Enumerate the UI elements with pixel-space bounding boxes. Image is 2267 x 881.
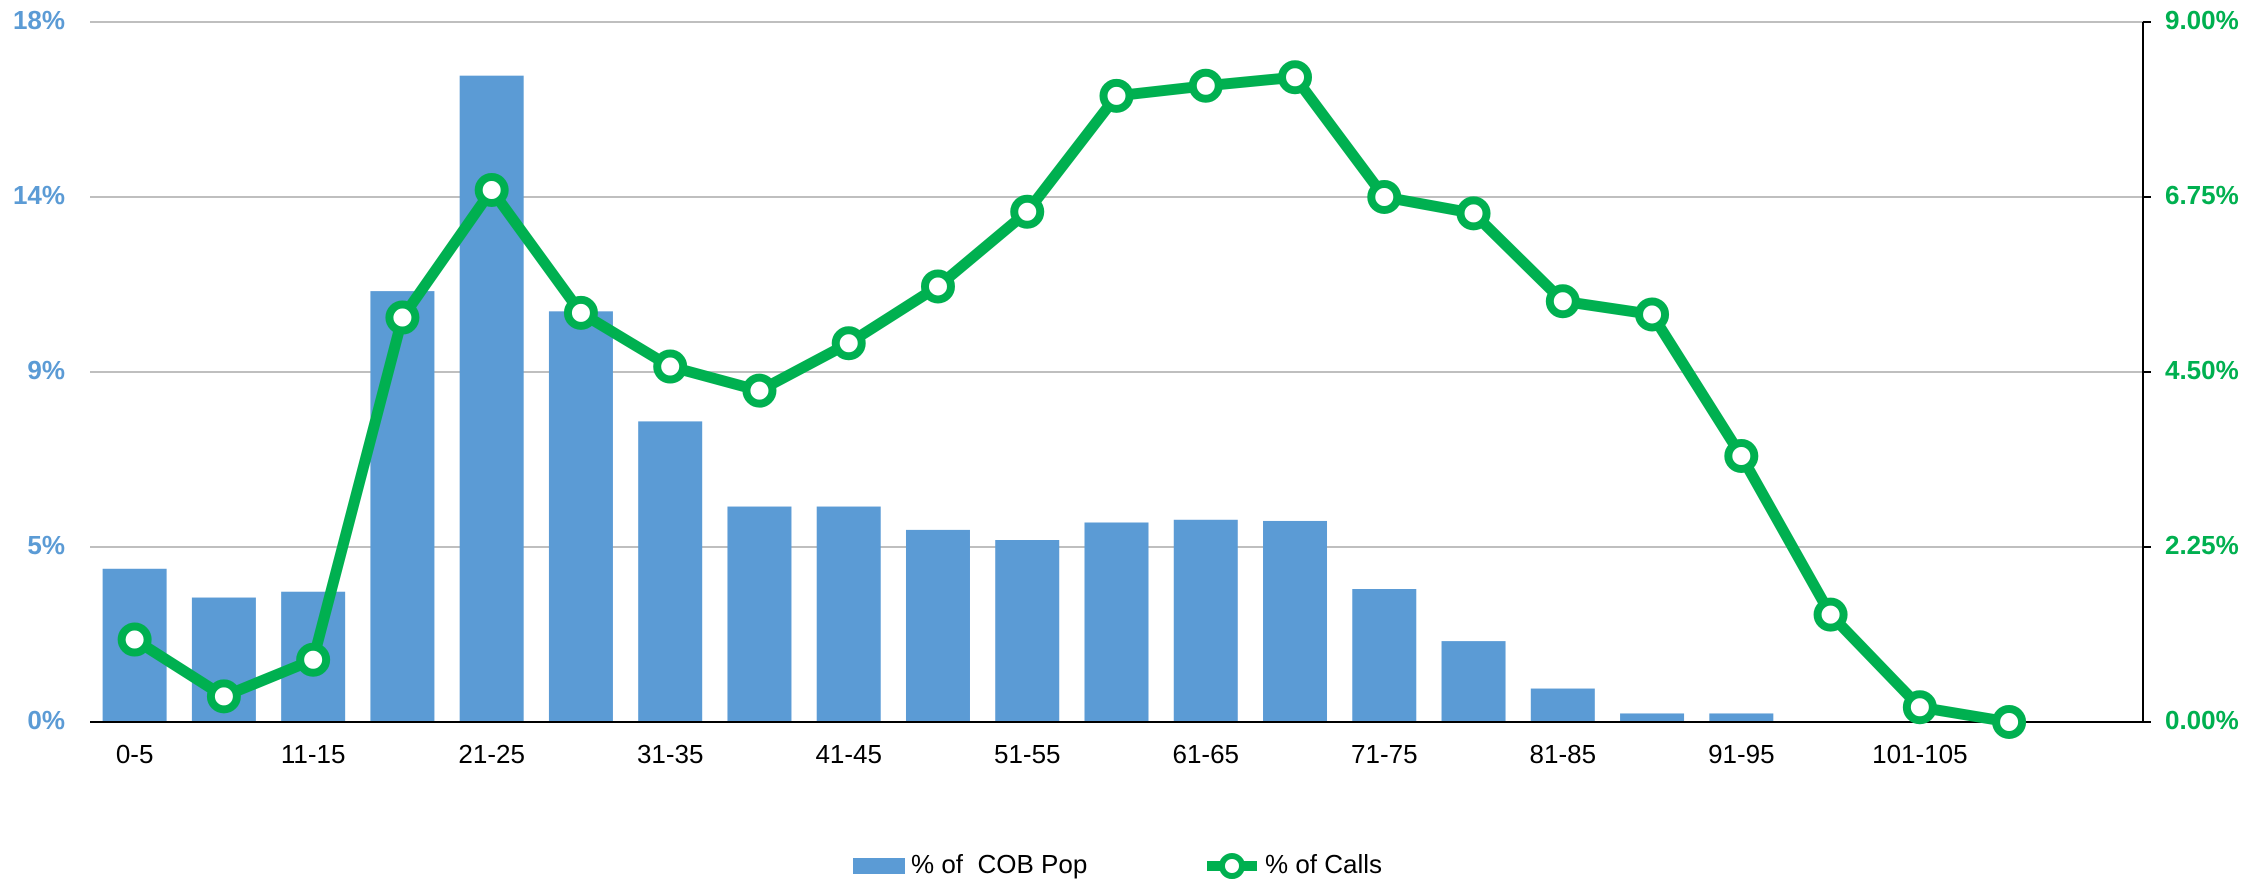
y2-tick-label: 4.50% (2165, 355, 2239, 385)
bar (1173, 519, 1238, 722)
x-tick-label: 31-35 (637, 739, 704, 769)
line-marker (1188, 68, 1223, 103)
x-tick-label: 51-55 (994, 739, 1061, 769)
bar (816, 506, 881, 722)
x-tick-label: 21-25 (458, 739, 525, 769)
legend-label: % of COB Pop (911, 849, 1087, 879)
bar (638, 421, 703, 722)
legend-marker (1219, 853, 1245, 879)
line-marker (1367, 180, 1402, 214)
bar (1709, 713, 1774, 722)
line-marker (1010, 194, 1045, 229)
bar (1352, 589, 1417, 722)
line-marker (653, 349, 688, 384)
y-tick-label: 9% (27, 355, 65, 385)
y2-tick-label: 2.25% (2165, 530, 2239, 560)
bar (905, 529, 970, 722)
x-tick-label: 81-85 (1530, 739, 1597, 769)
y-tick-label: 5% (27, 530, 65, 560)
bar (1620, 713, 1685, 722)
legend-label: % of Calls (1265, 849, 1382, 879)
x-tick-label: 0-5 (116, 739, 154, 769)
y-tick-label: 0% (27, 705, 65, 735)
bar (459, 75, 524, 722)
bar (1530, 688, 1595, 722)
y2-tick-label: 9.00% (2165, 5, 2239, 35)
line-marker (920, 269, 955, 304)
line-marker (1902, 690, 1937, 725)
bar (727, 506, 792, 722)
line-marker (1724, 439, 1759, 473)
legend-swatch (853, 858, 905, 874)
bar (1263, 520, 1328, 722)
line-marker (1456, 196, 1491, 231)
line-marker (1992, 705, 2027, 739)
line-marker (1813, 597, 1848, 632)
y2-tick-label: 0.00% (2165, 705, 2239, 735)
x-tick-label: 11-15 (281, 739, 346, 769)
bar (1441, 641, 1506, 722)
x-tick-label: 61-65 (1173, 739, 1240, 769)
line-marker (1099, 78, 1134, 113)
x-tick-label: 41-45 (815, 739, 882, 769)
line-marker (742, 373, 777, 408)
line-marker (474, 173, 509, 207)
line-marker (831, 326, 866, 361)
line-marker (563, 295, 598, 330)
bar (995, 540, 1060, 722)
x-tick-label: 91-95 (1708, 739, 1775, 769)
y-tick-label: 18% (13, 5, 65, 35)
line-marker (385, 300, 420, 335)
line-marker (1278, 60, 1313, 95)
y-tick-label: 14% (13, 180, 65, 210)
line-marker (117, 622, 152, 657)
line-marker (1545, 284, 1580, 319)
line (131, 71, 2011, 728)
x-tick-label: 101-105 (1872, 739, 1967, 769)
x-tick-label: 71-75 (1351, 739, 1418, 769)
line-marker (1635, 297, 1670, 332)
line-marker (206, 679, 241, 714)
line-marker (296, 642, 331, 677)
bar (1084, 522, 1149, 722)
y2-tick-label: 6.75% (2165, 180, 2239, 210)
bar (370, 291, 435, 722)
bar (548, 311, 613, 722)
